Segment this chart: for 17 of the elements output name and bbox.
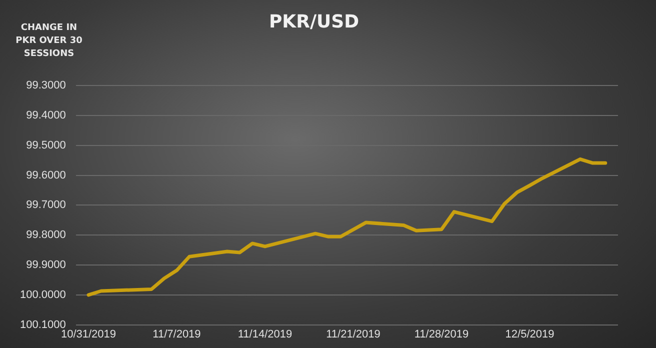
x-tick-label: 12/5/2019 xyxy=(505,328,554,340)
y-tick-label: 99.7000 xyxy=(26,199,66,212)
y-tick-label: 99.4000 xyxy=(26,110,66,122)
chart-title: PKR/USD xyxy=(268,11,360,32)
x-tick-label: 11/7/2019 xyxy=(152,328,201,340)
y-axis-title: CHANGE IN PKR OVER 30 SESSIONS xyxy=(14,22,84,61)
x-tick-label: 11/21/2019 xyxy=(326,328,380,340)
y-tick-label: 100.0000 xyxy=(20,288,66,301)
y-tick-label: 99.5000 xyxy=(26,139,66,152)
y-tick-label: 99.9000 xyxy=(26,259,66,272)
y-tick-label: 99.8000 xyxy=(26,229,66,242)
y-tick-label: 99.3000 xyxy=(26,80,66,92)
x-tick-label: 11/28/2019 xyxy=(414,328,469,340)
y-tick-label: 100.1000 xyxy=(20,318,66,331)
x-tick-label: 10/31/2019 xyxy=(60,328,116,340)
y-tick-label: 99.6000 xyxy=(26,169,66,182)
x-tick-label: 11/14/2019 xyxy=(238,328,292,340)
